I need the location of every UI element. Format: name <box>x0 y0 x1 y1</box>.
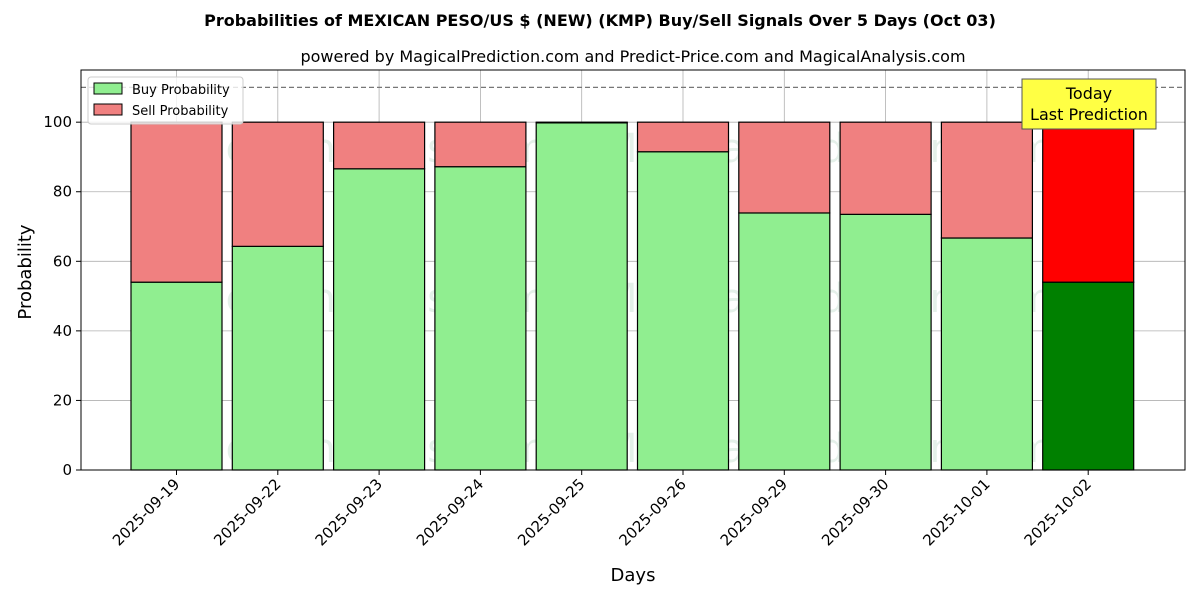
y-axis-label: Probability <box>15 224 36 319</box>
x-tick-label-8: 2025-10-01 <box>919 475 993 549</box>
bar-sell-2025-10-02 <box>1042 121 1135 283</box>
plot-frame <box>80 69 1186 471</box>
y-tick-label-4: 80 <box>53 183 72 201</box>
legend-swatch-buy <box>93 82 123 95</box>
annotation-line-1: Today <box>1065 84 1112 103</box>
x-tick-label-0: 2025-09-19 <box>109 475 183 549</box>
x-tick-label-7: 2025-09-30 <box>818 475 892 549</box>
y-tick-label-0: 0 <box>62 461 72 479</box>
y-tick-label-5: 100 <box>43 113 72 131</box>
bar-buy-2025-09-29 <box>738 212 831 471</box>
legend-label-sell: Sell Probability <box>132 104 229 119</box>
today-annotation: Today Last Prediction <box>1021 78 1157 130</box>
chart-subtitle: powered by MagicalPrediction.com and Pre… <box>300 47 965 66</box>
legend: Buy Probability Sell Probability <box>87 76 244 125</box>
bars <box>130 121 1135 471</box>
x-tick-label-2: 2025-09-23 <box>312 475 386 549</box>
bar-sell-2025-09-23 <box>333 121 426 170</box>
bar-sell-2025-09-25 <box>535 121 628 124</box>
annotation-line-2: Last Prediction <box>1030 105 1148 124</box>
y-tick-label-1: 20 <box>53 391 72 409</box>
legend-box <box>87 76 244 125</box>
x-tick-label-4: 2025-09-25 <box>514 475 588 549</box>
bar-sell-2025-09-30 <box>839 121 932 215</box>
bar-sell-2025-09-29 <box>738 121 831 214</box>
bar-buy-2025-09-23 <box>333 168 426 471</box>
y-tick-label-2: 40 <box>53 322 72 340</box>
bar-sell-2025-10-01 <box>940 121 1034 239</box>
bar-buy-2025-09-24 <box>434 166 527 471</box>
chart-title: Probabilities of MEXICAN PESO/US $ (NEW)… <box>204 11 996 30</box>
bar-buy-2025-09-19 <box>130 281 223 471</box>
legend-label-buy: Buy Probability <box>132 83 230 98</box>
bar-buy-2025-10-01 <box>940 237 1034 471</box>
bar-buy-2025-09-25 <box>535 122 628 471</box>
legend-swatch-sell <box>93 103 123 116</box>
annotation-box <box>1021 78 1157 130</box>
bar-sell-2025-09-22 <box>231 121 324 247</box>
bar-buy-2025-10-02 <box>1042 281 1135 471</box>
bar-buy-2025-09-26 <box>636 151 730 471</box>
axes <box>80 69 1186 471</box>
bar-buy-2025-09-22 <box>231 245 324 471</box>
y-tick-label-3: 60 <box>53 252 72 270</box>
x-tick-label-6: 2025-09-29 <box>717 475 791 549</box>
x-tick-label-1: 2025-09-22 <box>210 475 284 549</box>
x-tick-label-9: 2025-10-02 <box>1021 475 1095 549</box>
x-axis-label: Days <box>611 565 656 586</box>
bar-sell-2025-09-19 <box>130 121 223 283</box>
bar-sell-2025-09-26 <box>636 121 730 153</box>
bar-buy-2025-09-30 <box>839 213 932 471</box>
x-tick-label-3: 2025-09-24 <box>413 475 487 549</box>
bar-sell-2025-09-24 <box>434 121 527 168</box>
x-tick-label-5: 2025-09-26 <box>615 475 689 549</box>
